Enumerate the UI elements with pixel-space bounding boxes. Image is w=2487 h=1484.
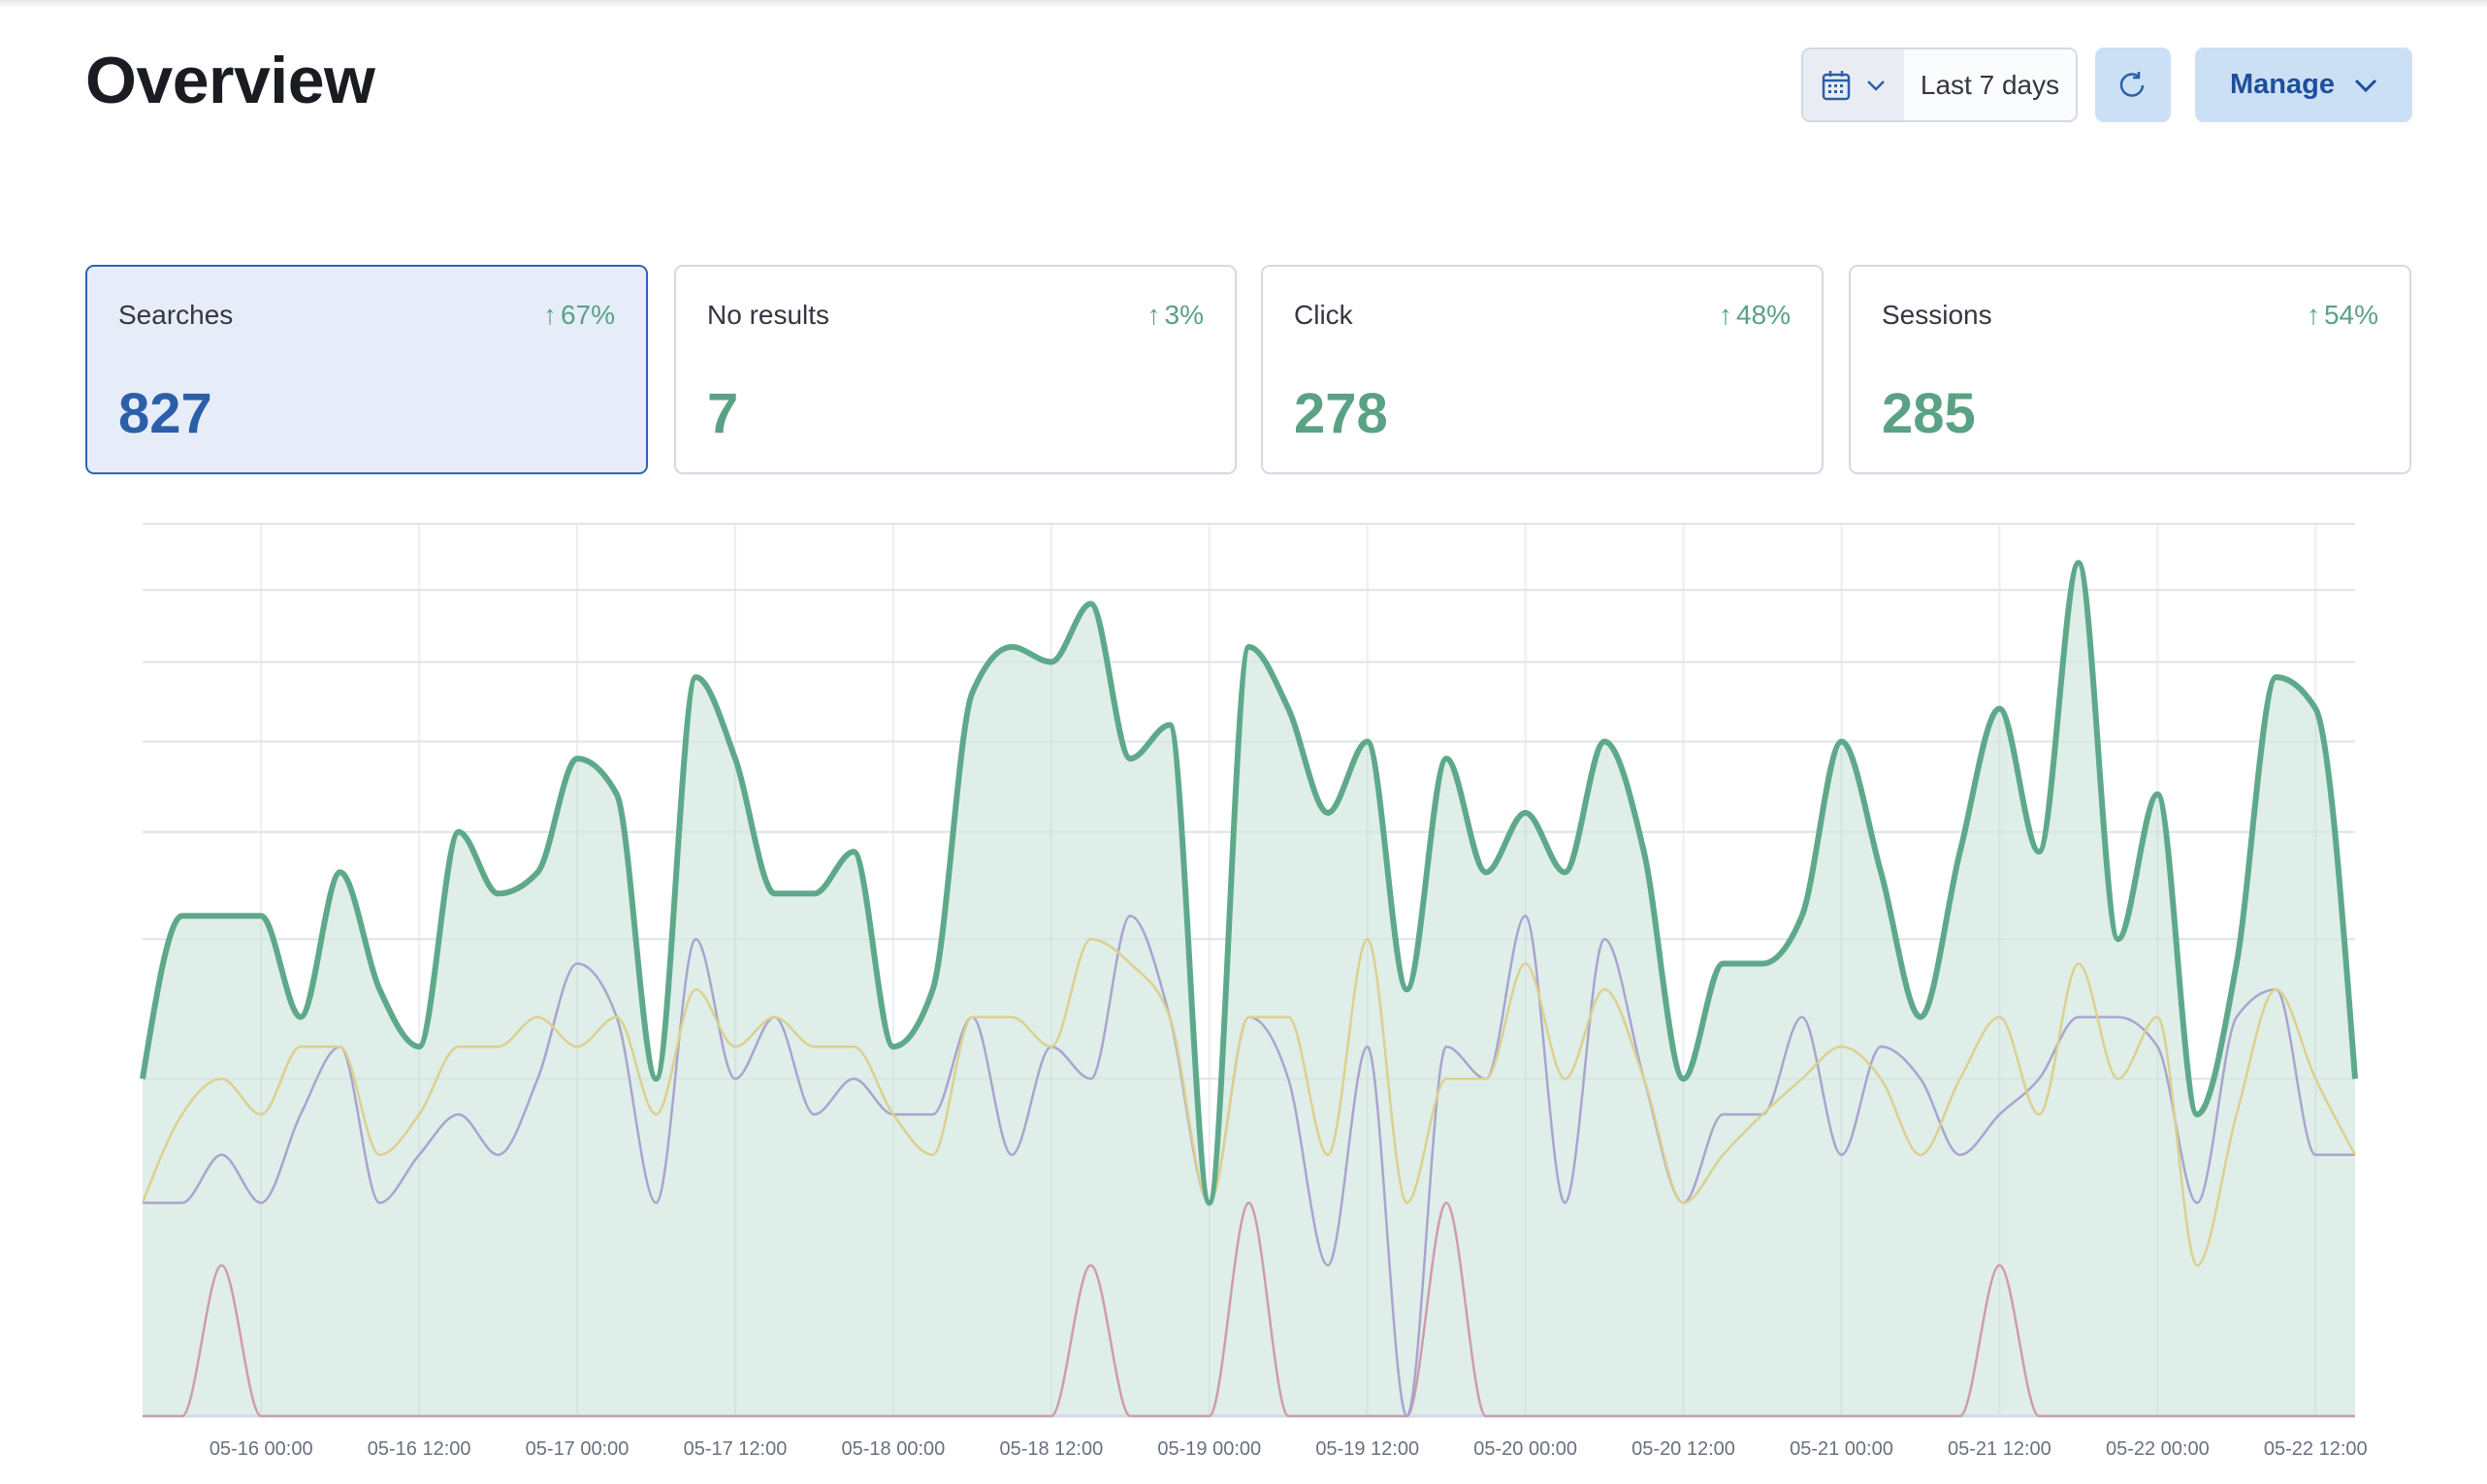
chevron-down-icon — [2354, 79, 2377, 92]
trend-value: 48% — [1735, 300, 1791, 330]
x-tick-label: 05-19 12:00 — [1315, 1438, 1419, 1460]
x-tick-label: 05-20 00:00 — [1473, 1438, 1577, 1460]
x-tick-label: 05-17 00:00 — [526, 1438, 630, 1460]
series-area — [143, 563, 2355, 1416]
series-line — [143, 1201, 2355, 1418]
card-label: No results — [707, 300, 830, 330]
page-title: Overview — [85, 44, 375, 117]
x-tick-label: 05-16 00:00 — [210, 1438, 313, 1460]
x-tick-label: 05-21 12:00 — [1948, 1438, 2051, 1460]
card-trend: ↑ 3% — [1147, 300, 1204, 331]
refresh-button[interactable] — [2095, 48, 2171, 122]
arrow-up-icon: ↑ — [542, 300, 557, 330]
manage-button[interactable]: Manage — [2195, 48, 2412, 122]
date-range-label[interactable]: Last 7 days — [1920, 69, 2060, 100]
card-value: 285 — [1882, 382, 1976, 445]
metric-card-no-results[interactable]: No results ↑ 3% 7 — [674, 265, 1237, 474]
x-tick-label: 05-21 00:00 — [1790, 1438, 1893, 1460]
x-tick-label: 05-22 12:00 — [2264, 1438, 2368, 1460]
card-label: Click — [1294, 300, 1353, 330]
x-tick-label: 05-18 00:00 — [842, 1438, 946, 1460]
trend-value: 3% — [1164, 300, 1204, 330]
x-tick-label: 05-22 00:00 — [2106, 1438, 2210, 1460]
card-value: 278 — [1294, 382, 1388, 445]
card-label: Sessions — [1882, 300, 1992, 330]
card-value: 7 — [707, 382, 739, 445]
x-tick-label: 05-20 12:00 — [1631, 1438, 1735, 1460]
card-label: Searches — [118, 300, 234, 330]
manage-label: Manage — [2230, 69, 2335, 100]
chevron-down-icon — [1867, 80, 1885, 91]
arrow-up-icon: ↑ — [2306, 300, 2320, 330]
card-trend: ↑ 54% — [2307, 300, 2378, 331]
series-line-main — [140, 560, 2358, 1207]
refresh-icon — [2119, 71, 2145, 97]
metric-card-sessions[interactable]: Sessions ↑ 54% 285 — [1849, 265, 2411, 474]
card-trend: ↑ 48% — [1719, 300, 1791, 331]
arrow-up-icon: ↑ — [1718, 300, 1732, 330]
date-picker[interactable]: Last 7 days — [1801, 48, 2078, 122]
top-shadow — [0, 0, 2487, 8]
x-tick-label: 05-16 12:00 — [368, 1438, 471, 1460]
x-tick-label: 05-18 12:00 — [999, 1438, 1103, 1460]
card-value: 827 — [118, 382, 212, 445]
arrow-up-icon: ↑ — [1147, 300, 1161, 330]
metric-card-searches[interactable]: Searches ↑ 67% 827 — [85, 265, 648, 474]
trend-value: 54% — [2323, 300, 2378, 330]
series-line — [141, 937, 2357, 1267]
x-tick-label: 05-19 00:00 — [1157, 1438, 1261, 1460]
x-tick-label: 05-17 12:00 — [684, 1438, 788, 1460]
series-line — [143, 914, 2355, 1418]
card-trend: ↑ 67% — [543, 300, 615, 331]
trend-value: 67% — [560, 300, 615, 330]
calendar-icon — [1822, 70, 1851, 100]
quick-select-button[interactable] — [1803, 49, 1904, 120]
metric-card-click[interactable]: Click ↑ 48% 278 — [1261, 265, 1824, 474]
